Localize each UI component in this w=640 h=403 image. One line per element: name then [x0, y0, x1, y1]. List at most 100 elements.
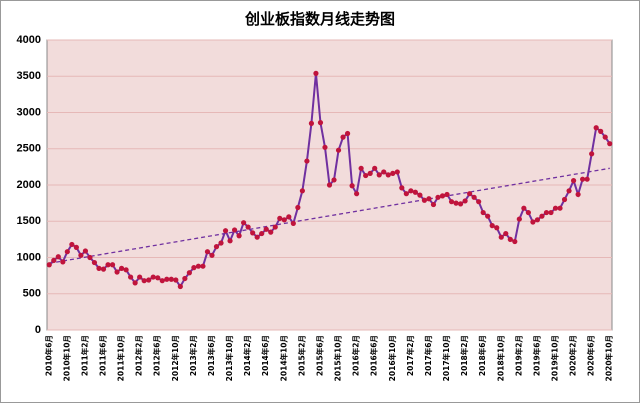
x-tick-label: 2012年2月 — [134, 335, 144, 376]
point — [430, 201, 437, 208]
x-tick-label: 2014年10月 — [278, 335, 288, 381]
y-tick-label: 0 — [35, 324, 41, 336]
y-tick-label: 2000 — [17, 179, 41, 191]
point — [340, 134, 346, 140]
point — [534, 217, 541, 223]
point — [602, 134, 608, 140]
point — [349, 183, 355, 189]
point — [281, 217, 287, 223]
point — [222, 228, 229, 234]
x-tick-label: 2014年6月 — [260, 335, 270, 376]
y-tick-label: 500 — [23, 288, 41, 300]
point — [46, 262, 52, 268]
point — [598, 128, 604, 134]
x-tick-label: 2011年2月 — [79, 335, 89, 376]
point — [485, 213, 491, 219]
point — [417, 192, 423, 198]
x-tick-label: 2020年10月 — [604, 335, 614, 381]
x-tick-label: 2016年10月 — [387, 335, 397, 381]
y-tick-label: 1000 — [17, 251, 41, 263]
point — [191, 265, 197, 271]
point — [521, 205, 527, 211]
point — [575, 191, 581, 198]
point — [231, 227, 238, 233]
x-tick-label: 2018年10月 — [495, 335, 505, 381]
point — [313, 70, 319, 76]
point — [421, 197, 428, 203]
point — [263, 226, 269, 232]
point — [566, 188, 572, 194]
x-tick-label: 2018年2月 — [459, 335, 469, 376]
point — [100, 266, 107, 272]
point — [146, 277, 152, 283]
x-tick-label: 2012年10月 — [170, 335, 180, 381]
point — [96, 265, 102, 271]
x-tick-label: 2019年6月 — [531, 335, 541, 376]
point — [408, 188, 414, 194]
x-tick-label: 2013年6月 — [206, 335, 216, 376]
point — [227, 238, 233, 244]
x-tick-label: 2016年2月 — [351, 335, 361, 376]
point — [607, 141, 613, 147]
point — [177, 283, 183, 290]
point — [426, 196, 432, 202]
point — [195, 263, 202, 269]
point — [561, 196, 568, 203]
x-tick-label: 2013年2月 — [188, 335, 198, 376]
x-tick-label: 2015年10月 — [333, 335, 343, 381]
y-tick-label: 2500 — [17, 143, 41, 155]
point — [322, 144, 328, 150]
point — [290, 220, 296, 227]
point — [82, 248, 89, 254]
point — [507, 236, 513, 242]
x-tick-label: 2012年6月 — [152, 335, 162, 376]
point — [164, 276, 170, 282]
point — [390, 170, 396, 176]
point — [128, 274, 134, 280]
point — [87, 254, 93, 261]
point — [73, 244, 79, 250]
point — [444, 191, 450, 198]
point — [385, 172, 391, 178]
x-tick-label: 2011年10月 — [116, 335, 126, 381]
point — [78, 252, 84, 258]
x-tick-label: 2017年10月 — [441, 335, 451, 381]
point — [489, 223, 495, 229]
point — [552, 205, 559, 211]
point — [250, 230, 256, 236]
x-tick-label: 2020年2月 — [568, 335, 578, 376]
point — [295, 204, 301, 211]
point — [453, 200, 459, 206]
point — [268, 229, 274, 235]
x-tick-label: 2015年2月 — [296, 335, 306, 376]
point — [589, 151, 595, 157]
point — [299, 188, 305, 194]
point — [435, 194, 441, 200]
point — [137, 274, 143, 280]
point — [118, 265, 125, 271]
chart-title: 创业板指数月线走势图 — [244, 10, 395, 28]
point — [241, 220, 247, 226]
point — [308, 120, 315, 126]
point — [204, 249, 211, 255]
point — [580, 176, 586, 182]
point — [399, 185, 405, 191]
point — [168, 276, 174, 282]
y-tick-label: 3000 — [17, 106, 41, 118]
point — [467, 191, 473, 197]
point — [213, 244, 220, 250]
point — [114, 269, 120, 275]
point — [354, 191, 360, 197]
point — [494, 225, 500, 231]
point — [376, 172, 382, 178]
point — [236, 233, 242, 239]
point — [358, 165, 364, 171]
point — [173, 277, 179, 283]
point — [516, 216, 522, 222]
point — [557, 205, 563, 211]
point — [584, 176, 590, 182]
x-tick-label: 2015年6月 — [314, 335, 324, 376]
point — [462, 198, 468, 204]
point — [317, 120, 324, 126]
